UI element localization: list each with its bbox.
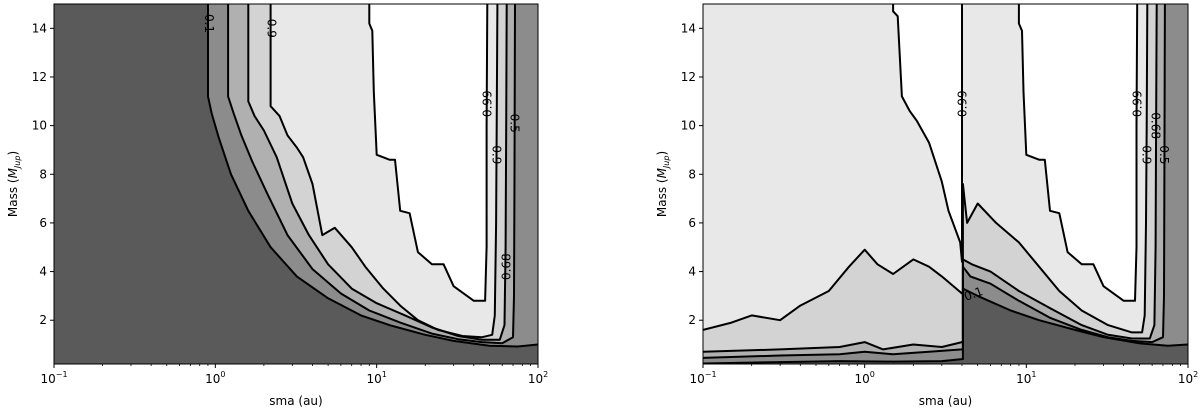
y-tick-label: 14 [681,21,696,35]
y-tick-label: 4 [688,265,696,279]
axes-frame [702,3,1189,365]
contour-line-0.1 [207,4,538,348]
contour-label: 0.1 [202,14,216,33]
x-tick-label: 10−1 [40,370,67,386]
y-tick-label: 14 [32,21,47,35]
contour-label: 0.5 [1157,145,1171,164]
contour-label: 0.9 [490,145,504,164]
contour-label: 0.68 [1149,112,1163,139]
svg-text:0.9: 0.9 [490,145,504,164]
plot-area: 0.1 0.90.990.90.50.68 [54,4,538,364]
contour-label: 0.9 [1140,145,1154,164]
x-axis-title: sma (au) [269,394,322,408]
svg-text:0.1: 0.1 [962,284,985,304]
y-tick-label: 12 [681,70,696,84]
y-tick-label: 4 [39,265,47,279]
axes-frame [53,3,539,365]
x-tick-label: 101 [1016,370,1036,386]
svg-text:0.5: 0.5 [1157,145,1171,164]
y-axis-title: Mass (MJup) [6,151,22,217]
svg-text:0.9: 0.9 [1140,145,1154,164]
contour-label: 0.9 [265,19,279,38]
x-tick-label: 101 [366,370,386,386]
region-above-0.99 [369,4,488,301]
contour-line-0.99 [892,4,963,263]
y-tick-label: 10 [32,119,47,133]
contour-line-0.68 [247,4,508,341]
svg-text:0.5: 0.5 [507,114,521,133]
x-tick-label: 100 [205,370,225,386]
y-tick-label: 6 [39,216,47,230]
region-above-0.99 [1018,4,1138,301]
y-axis-title: Mass (MJup) [655,151,671,217]
x-tick-label: 10−1 [689,370,716,386]
contour-label: 0.99 [1130,90,1144,117]
y-tick-label: 10 [681,119,696,133]
y-tick-label: 8 [688,167,696,181]
contour-line-0.99 [1017,4,1139,302]
contour-label: 0.99 [481,90,495,117]
svg-text:0.68: 0.68 [500,253,514,280]
contour-line-0.5 [703,4,1166,359]
contour-label: 0.5 [507,114,521,133]
x-axis-title: sma (au) [919,394,972,408]
svg-text:0.99: 0.99 [956,90,970,117]
contour-label: 0.68 [500,253,514,280]
region-above-0.99 [893,4,962,262]
contour-line-0.5 [227,4,516,345]
contour-label: 0.99 [956,90,970,117]
x-tick-label: 102 [528,370,548,386]
plot-area: 0.99 0.1 0.99 0.9 0.68 0.5 [703,4,1188,364]
svg-text:0.99: 0.99 [481,90,495,117]
y-tick-label: 2 [39,313,47,327]
svg-text:0.99: 0.99 [1130,90,1144,117]
x-tick-label: 102 [1178,370,1198,386]
y-tick-label: 6 [688,216,696,230]
y-tick-label: 12 [32,70,47,84]
x-tick-label: 100 [854,370,874,386]
y-tick-label: 8 [39,167,47,181]
svg-text:0.9: 0.9 [265,19,279,38]
contour-line-0.68 [703,4,1158,353]
contour-line-0.99 [368,4,489,302]
y-tick-label: 2 [688,313,696,327]
contour-label: 0.1 [962,284,985,304]
svg-text:0.1: 0.1 [202,14,216,33]
chart-panel-2: 0.99 0.1 0.99 0.9 0.68 0.5 2 4 6 8 10 12 14 10−1 100 10… [655,3,1198,408]
svg-text:0.68: 0.68 [1149,112,1163,139]
contour-line-0.9 [269,4,499,339]
